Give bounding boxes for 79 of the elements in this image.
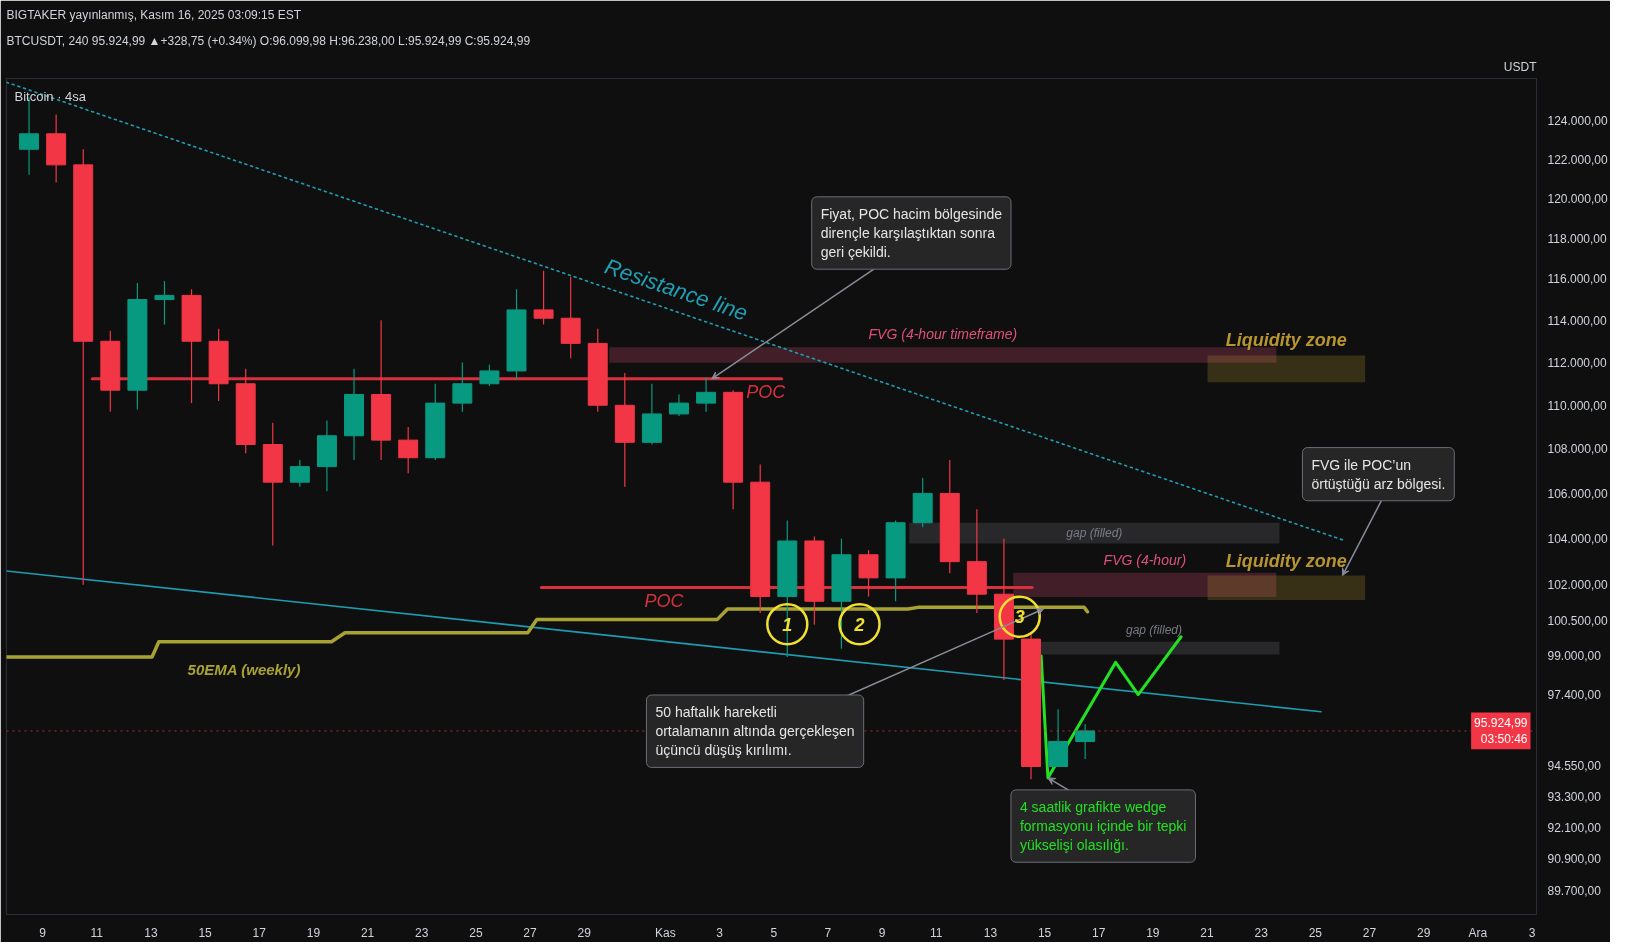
- y-tick-label: 104.000,00: [1547, 532, 1608, 547]
- line-series: [6, 605, 1090, 659]
- y-tick-label: 90.900,00: [1547, 852, 1602, 867]
- chart-title: BIGTAKER yayınlanmış, Kasım 16, 2025 03:09:15 EST: [6, 7, 302, 22]
- y-tick-label: 100.500,00: [1547, 613, 1608, 628]
- x-tick-label: 15: [1037, 925, 1052, 940]
- annotation: 4 saatlik grafikte wedge formasyonu içinde bir tepki yükselişi olasılığı.: [1019, 798, 1187, 854]
- y-tick-label: 102.000,00: [1547, 578, 1608, 593]
- x-tick-label: 15: [198, 925, 213, 940]
- x-tick-label: 19: [306, 925, 321, 940]
- annotation: Fiyat, POC hacim bölgesinde dirençle karşılaştıktan sonra geri çekildi.: [820, 205, 1003, 261]
- y-tick-label: 116.000,00: [1547, 272, 1607, 287]
- candlestick: [398, 426, 419, 474]
- series-label: POC: [746, 381, 787, 402]
- x-tick-label: 25: [469, 925, 483, 940]
- x-tick-label: 7: [824, 925, 832, 940]
- x-tick-label: 13: [983, 925, 998, 940]
- x-tick-label: 11: [930, 925, 943, 940]
- y-tick-label: 106.000,00: [1547, 486, 1608, 501]
- x-tick-label: 29: [1416, 925, 1431, 940]
- x-tick-label: Kas: [655, 925, 676, 940]
- x-tick-label: 9: [39, 925, 47, 940]
- x-tick-label: Ara: [1468, 925, 1488, 940]
- y-tick-label: 93.300,00: [1547, 790, 1602, 805]
- x-tick-label: 27: [1362, 925, 1377, 940]
- candlestick: [533, 270, 554, 326]
- band-label: FVG (4-hour timeframe): [868, 326, 1018, 343]
- series-label: POC: [644, 591, 685, 612]
- y-tick-label: 89.700,00: [1547, 884, 1602, 899]
- x-tick-label: 3: [716, 925, 724, 940]
- candlestick: [154, 280, 175, 326]
- x-tick-label: 17: [1092, 925, 1106, 940]
- y-tick-label: 114.000,00: [1547, 313, 1607, 328]
- candlestick: [289, 459, 310, 488]
- candlestick: [696, 376, 717, 413]
- x-tick-label: 21: [1200, 925, 1215, 940]
- band-label: FVG (4-hour): [1103, 551, 1187, 568]
- y-tick-label: 92.100,00: [1547, 821, 1602, 836]
- x-tick-label: 21: [360, 925, 375, 940]
- series-label: 50EMA (weekly): [187, 660, 301, 678]
- ref-line-label: 95.924,99 03:50:46: [1474, 715, 1528, 747]
- candlestick: [1075, 723, 1096, 760]
- candlestick: [479, 363, 500, 387]
- candlestick: [858, 549, 879, 598]
- x-tick-label: 9: [878, 925, 886, 940]
- y-axis-title: USDT: [1503, 59, 1538, 74]
- annotation: 1: [782, 614, 793, 635]
- band-label: Liquidity zone: [1225, 330, 1347, 351]
- x-tick-label: 25: [1308, 925, 1323, 940]
- candlestick: [452, 361, 473, 413]
- y-tick-label: 108.000,00: [1547, 442, 1608, 457]
- band-label: gap (filled): [1066, 526, 1123, 541]
- x-tick-label: 29: [577, 925, 592, 940]
- y-tick-label: 120.000,00: [1547, 191, 1608, 206]
- annotation: FVG ile POC’un örtüştüğü arz bölgesi.: [1311, 456, 1446, 492]
- x-tick-label: 11: [90, 925, 104, 940]
- y-tick-label: 99.000,00: [1547, 649, 1602, 664]
- x-tick-label: 23: [1254, 925, 1269, 940]
- y-tick-label: 124.000,00: [1547, 113, 1608, 128]
- band-label: gap (filled): [1125, 622, 1183, 637]
- x-tick-label: 19: [1146, 925, 1160, 940]
- annotation: Bitcoin · 4sa: [14, 88, 87, 104]
- y-tick-label: 94.550,00: [1547, 758, 1602, 773]
- x-tick-label: 27: [523, 925, 538, 940]
- chart-subtitle: BTCUSDT, 240 95.924,99 ▲+328,75 (+0.34%) O:96.099,98 H:96.238,00 L:95.924,99 C:95.924,99: [6, 33, 531, 48]
- annotation: 50 haftalık hareketli ortalamanın altında gerçekleşen üçüncü düşüş kırılımı.: [655, 704, 855, 759]
- x-tick-label: 17: [252, 925, 267, 940]
- y-tick-label: 110.000,00: [1547, 398, 1607, 413]
- y-tick-label: 122.000,00: [1547, 152, 1608, 167]
- y-tick-label: 97.400,00: [1547, 688, 1602, 703]
- x-tick-label: 23: [415, 925, 429, 940]
- band-label: Liquidity zone: [1225, 550, 1347, 571]
- y-tick-label: 112.000,00: [1547, 355, 1607, 370]
- candlestick: [669, 393, 689, 417]
- x-tick-label: 5: [770, 925, 778, 940]
- x-tick-label: 3: [1528, 925, 1536, 940]
- y-tick-label: 118.000,00: [1547, 231, 1607, 246]
- x-tick-label: 13: [144, 925, 158, 940]
- annotation: 2: [853, 614, 865, 635]
